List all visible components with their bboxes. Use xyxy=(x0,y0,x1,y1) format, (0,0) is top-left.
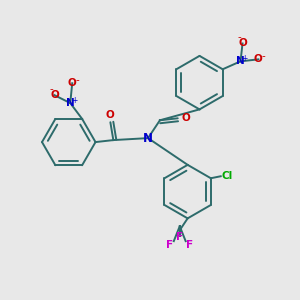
Text: F: F xyxy=(186,240,193,250)
Text: O: O xyxy=(106,110,115,120)
Text: +: + xyxy=(71,96,77,105)
Text: +: + xyxy=(241,54,248,63)
Text: Cl: Cl xyxy=(221,171,232,181)
Text: N: N xyxy=(236,56,245,66)
Text: F: F xyxy=(166,240,173,250)
Text: N: N xyxy=(143,132,153,145)
Text: -: - xyxy=(75,75,79,85)
Text: O: O xyxy=(181,113,190,123)
Text: -: - xyxy=(238,33,242,43)
Text: -: - xyxy=(261,51,265,62)
Text: O: O xyxy=(68,78,76,88)
Text: O: O xyxy=(50,90,59,100)
Text: O: O xyxy=(238,38,247,49)
Text: F: F xyxy=(176,232,183,242)
Text: N: N xyxy=(66,98,75,108)
Text: -: - xyxy=(50,84,53,94)
Text: O: O xyxy=(254,54,263,64)
